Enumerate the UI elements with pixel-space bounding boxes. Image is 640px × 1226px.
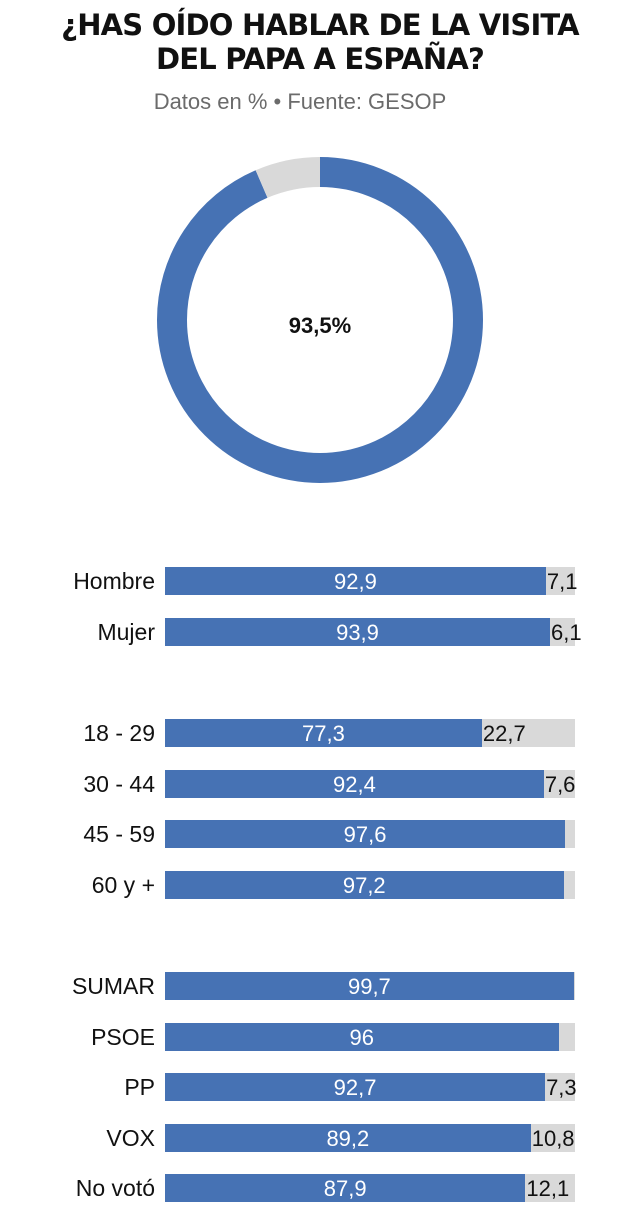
bar-segment-yes	[165, 1123, 531, 1152]
row-label: 18 - 29	[83, 720, 155, 746]
bar-segment-no: 92,4 7,6	[165, 769, 576, 798]
bar-value-yes: 99,7	[347, 974, 391, 999]
bar-segment-yes	[165, 1174, 526, 1202]
title-line-2: DEL PAPA A ESPAÑA?	[155, 42, 485, 76]
donut-center-label: 93,5%	[288, 313, 352, 338]
bar-value-yes: 92,9	[334, 569, 377, 594]
bar-row: 45 - 59 97,6	[0, 819, 640, 849]
bar-value-no: 7,1	[546, 569, 578, 594]
row-label: Mujer	[97, 618, 155, 645]
bar-value-no: 10,8	[531, 1125, 575, 1151]
bar-value-no: 12,1	[526, 1176, 570, 1201]
donut-slice-no	[157, 157, 483, 483]
bar-segment-no: 89,2 10,8	[165, 1123, 575, 1152]
bar-value-yes: 96	[349, 1024, 375, 1050]
row-label: 30 - 44	[83, 770, 155, 797]
bar-segment-no: 97,2	[165, 870, 575, 899]
bar-segment-yes	[165, 1073, 546, 1101]
bar-row: PP 92,7 7,3	[0, 1072, 640, 1102]
bar-value-yes: 97,2	[342, 872, 386, 898]
bar-value-yes: 93,9	[336, 619, 379, 645]
row-label: SUMAR	[71, 973, 155, 999]
bar-segment-yes	[165, 972, 574, 1000]
row-label: PP	[124, 1074, 155, 1100]
bar-value-no: 6,1	[550, 619, 582, 645]
bar-segment-no: 93,9 6,1	[165, 617, 582, 646]
bar-row: 18 - 29 77,3 22,7	[0, 718, 640, 748]
bar-segment-no: 87,9 12,1	[165, 1174, 575, 1202]
bar-row: 30 - 44 92,4 7,6	[0, 769, 640, 799]
row-label: 45 - 59	[83, 821, 155, 847]
bar-row: 60 y + 97,2	[0, 870, 640, 900]
row-label: VOX	[106, 1124, 155, 1151]
bar-value-yes: 92,7	[333, 1075, 377, 1100]
row-label: Hombre	[73, 568, 155, 594]
bar-value-yes: 97,6	[343, 822, 387, 847]
bar-value-yes: 89,2	[326, 1125, 370, 1151]
bar-segment-yes	[165, 567, 546, 595]
bar-segment-yes	[165, 769, 544, 798]
bar-segment-yes	[165, 617, 550, 646]
bar-segment-yes	[165, 820, 566, 848]
bar-value-yes: 87,9	[323, 1176, 367, 1201]
bar-segment-yes	[165, 870, 564, 899]
bar-segment-no: 92,9 7,1	[165, 567, 578, 595]
bar-row: Hombre 92,9 7,1	[0, 566, 640, 596]
bar-value-no: 22,7	[482, 721, 526, 746]
chart-title: ¿HAS OÍDO HABLAR DE LA VISITA DEL PAPA A…	[0, 8, 640, 76]
bar-segment-no: 96	[165, 1022, 575, 1051]
row-label: No votó	[75, 1175, 155, 1201]
bar-segment-no: 99,7	[165, 972, 575, 1000]
title-line-1: ¿HAS OÍDO HABLAR DE LA VISITA	[61, 8, 579, 42]
bar-row: Mujer 93,9 6,1	[0, 617, 640, 647]
bar-row: VOX 89,2 10,8	[0, 1123, 640, 1153]
bar-segment-no: 77,3 22,7	[165, 719, 575, 747]
bar-segment-no: 92,7 7,3	[165, 1073, 577, 1101]
bar-row: PSOE 96	[0, 1022, 640, 1052]
row-label: PSOE	[91, 1023, 155, 1050]
bar-value-yes: 92,4	[333, 771, 376, 797]
row-label: 60 y +	[91, 871, 155, 898]
donut-chart	[157, 157, 483, 483]
bar-row: No votó 87,9 12,1	[0, 1173, 640, 1203]
bar-row: SUMAR 99,7	[0, 971, 640, 1001]
bar-value-no: 7,3	[546, 1075, 577, 1100]
bar-segment-no: 97,6	[165, 820, 575, 848]
bar-segment-yes	[165, 1022, 559, 1051]
bar-value-no: 7,6	[544, 771, 576, 797]
bar-segment-yes	[165, 719, 482, 747]
bar-value-yes: 77,3	[302, 721, 345, 746]
chart-subtitle: Datos en % • Fuente: GESOP	[153, 89, 447, 114]
